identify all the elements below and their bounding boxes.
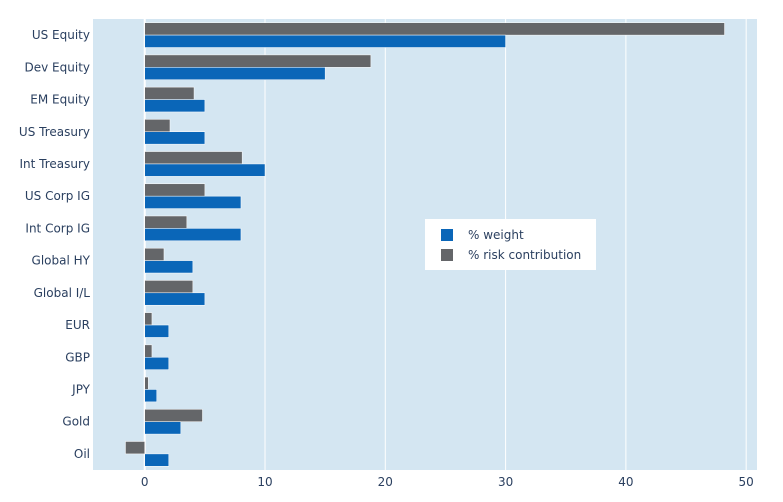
bar-risk-5 (144, 183, 206, 197)
bar-risk-7 (144, 247, 165, 261)
bar-risk-3 (144, 119, 171, 132)
legend-swatch (441, 249, 453, 261)
bar-risk-8 (144, 280, 194, 294)
bar-weight-9 (144, 324, 170, 338)
bar-risk-11 (144, 376, 149, 390)
bar-weight-5 (144, 195, 242, 209)
x-tick-label: 50 (739, 475, 754, 489)
bar-risk-9 (144, 312, 153, 326)
bar-risk-4 (144, 151, 243, 165)
y-tick-label: Gold (62, 415, 90, 429)
y-tick-label: Oil (74, 447, 90, 461)
bar-weight-4 (144, 163, 266, 177)
bar-risk-10 (144, 344, 153, 358)
bar-weight-0 (144, 34, 506, 48)
y-tick-labels: US Equity Dev Equity EM Equity US Treasury I… (19, 28, 91, 461)
bar-weight-11 (144, 389, 158, 403)
y-tick-label: US Corp IG (25, 189, 90, 203)
bar-risk-13 (125, 441, 145, 455)
bar-weight-7 (144, 260, 194, 274)
bar-weight-12 (144, 421, 182, 435)
y-tick-label: US Treasury (19, 125, 90, 139)
bar-weight-10 (144, 357, 170, 370)
y-tick-label: US Equity (32, 28, 90, 42)
y-tick-label: EM Equity (30, 93, 90, 107)
legend-label: % risk contribution (468, 248, 581, 262)
x-tick-labels: 0 10 20 30 40 50 (141, 475, 754, 489)
bars (125, 22, 725, 467)
y-tick-label: Dev Equity (25, 60, 90, 74)
y-tick-label: Global I/L (34, 286, 91, 300)
x-tick-label: 10 (257, 475, 272, 489)
x-tick-label: 40 (618, 475, 633, 489)
bar-weight-3 (144, 131, 206, 145)
x-tick-label: 0 (141, 475, 149, 489)
bar-weight-2 (144, 99, 206, 113)
y-tick-label: Int Treasury (19, 157, 90, 171)
y-tick-label: JPY (71, 382, 91, 396)
legend-swatch (441, 229, 453, 241)
bar-risk-2 (144, 86, 195, 100)
y-tick-label: GBP (65, 350, 90, 364)
bar-weight-13 (144, 453, 170, 467)
legend-label: % weight (468, 228, 524, 242)
bar-risk-12 (144, 409, 203, 422)
bar-weight-1 (144, 67, 326, 80)
x-tick-label: 30 (498, 475, 513, 489)
bar-weight-6 (144, 228, 242, 242)
x-tick-label: 20 (378, 475, 393, 489)
bar-risk-0 (144, 22, 725, 36)
bar-risk-1 (144, 54, 372, 68)
bar-weight-8 (144, 292, 206, 306)
y-tick-label: Global HY (32, 254, 91, 268)
legend: % weight % risk contribution (425, 219, 596, 270)
y-tick-label: Int Corp IG (25, 221, 90, 235)
bar-risk-6 (144, 215, 188, 229)
legend-box (425, 219, 596, 270)
y-tick-label: EUR (65, 318, 90, 332)
